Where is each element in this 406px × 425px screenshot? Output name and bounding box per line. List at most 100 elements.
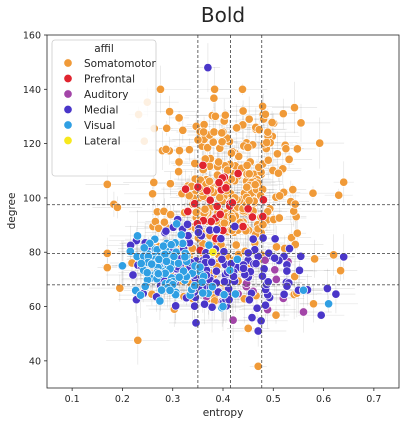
data-point-visual <box>198 288 208 298</box>
data-point-medial <box>270 234 280 244</box>
data-point-visual <box>298 285 309 295</box>
data-point-auditory <box>271 274 281 284</box>
data-point-somatomotor <box>159 217 169 227</box>
y-tick-label: 40 <box>29 356 41 367</box>
data-point-somatomotor <box>308 299 319 309</box>
data-point-somatomotor <box>310 254 320 264</box>
legend-label: Medial <box>84 104 118 116</box>
x-tick-label: 0.5 <box>266 394 281 405</box>
data-point-medial <box>294 265 305 275</box>
data-point-medial <box>248 234 258 244</box>
legend-marker <box>63 73 73 84</box>
data-point-somatomotor <box>174 146 185 156</box>
data-point-prefrontal <box>243 204 253 214</box>
data-point-visual <box>172 219 182 229</box>
data-point-visual <box>155 296 165 306</box>
x-tick-label: 0.3 <box>165 394 180 405</box>
data-point-prefrontal <box>198 160 208 170</box>
data-point-somatomotor <box>275 191 285 201</box>
data-point-visual <box>230 289 241 299</box>
data-point-medial <box>230 221 240 232</box>
data-point-medial <box>296 251 306 261</box>
data-point-visual <box>142 268 152 278</box>
data-point-prefrontal <box>238 222 248 232</box>
legend-marker <box>63 58 73 68</box>
data-point-prefrontal <box>215 209 225 219</box>
data-point-somatomotor <box>244 169 254 179</box>
data-point-prefrontal <box>206 216 216 227</box>
data-point-visual <box>140 281 150 291</box>
data-point-somatomotor <box>184 145 194 155</box>
data-point-medial <box>263 277 273 287</box>
data-point-somatomotor <box>244 114 254 124</box>
data-point-visual <box>132 231 143 241</box>
data-point-somatomotor <box>292 228 302 238</box>
data-point-medial <box>190 301 200 311</box>
reference-lines <box>47 35 399 388</box>
legend: affil Somatomotor Prefrontal Auditory Media… <box>51 39 156 177</box>
x-axis: 0.1 0.2 0.3 0.4 0.5 0.6 0.7 <box>65 388 381 405</box>
data-point-somatomotor <box>102 263 112 273</box>
x-tick-label: 0.2 <box>115 394 130 405</box>
data-point-somatomotor <box>284 154 294 164</box>
data-point-somatomotor <box>329 250 339 260</box>
data-point-medial <box>161 226 171 236</box>
data-point-somatomotor <box>208 137 218 147</box>
data-point-somatomotor <box>271 242 282 252</box>
data-point-visual <box>176 230 186 240</box>
data-point-somatomotor <box>267 117 277 128</box>
data-point-visual <box>158 241 168 251</box>
data-point-visual <box>219 290 229 300</box>
data-point-medial <box>203 63 213 73</box>
data-point-somatomotor <box>278 109 288 119</box>
data-point-somatomotor <box>339 177 349 187</box>
y-axis: 40 60 80 100 120 140 160 <box>23 31 47 367</box>
legend-label: Lateral <box>84 135 121 147</box>
data-point-somatomotor <box>199 127 209 137</box>
data-point-visual <box>225 265 235 275</box>
data-point-somatomotor <box>238 106 248 116</box>
data-point-somatomotor <box>174 113 184 123</box>
data-point-medial <box>339 252 349 262</box>
data-point-visual <box>204 240 214 250</box>
data-point-somatomotor <box>272 149 282 159</box>
data-point-somatomotor <box>149 177 159 188</box>
data-point-somatomotor <box>215 192 225 203</box>
data-point-somatomotor <box>220 110 230 120</box>
data-point-prefrontal <box>181 184 191 194</box>
x-tick-label: 0.6 <box>316 394 331 405</box>
data-point-prefrontal <box>221 183 231 193</box>
legend-label: Visual <box>84 120 115 132</box>
legend-label: Auditory <box>84 89 129 101</box>
data-point-visual <box>147 259 157 269</box>
data-point-somatomotor <box>271 310 281 320</box>
x-axis-label: entropy <box>203 407 244 419</box>
data-point-somatomotor <box>242 182 252 192</box>
data-point-medial <box>216 234 226 244</box>
data-point-somatomotor <box>292 144 302 154</box>
data-point-somatomotor <box>290 271 300 282</box>
data-point-medial <box>256 316 266 326</box>
data-point-medial <box>182 219 193 229</box>
data-point-somatomotor <box>162 123 172 133</box>
data-point-somatomotor <box>210 111 220 121</box>
y-tick-label: 120 <box>23 139 41 150</box>
data-point-visual <box>161 256 172 266</box>
data-point-somatomotor <box>258 220 268 230</box>
data-point-medial <box>251 259 261 269</box>
data-point-somatomotor <box>334 190 344 200</box>
data-point-visual <box>207 282 217 292</box>
data-point-somatomotor <box>227 213 237 224</box>
data-point-medial <box>193 227 203 238</box>
data-point-prefrontal <box>212 201 222 211</box>
data-point-somatomotor <box>289 103 300 113</box>
data-point-medial <box>211 266 221 276</box>
data-point-medial <box>199 299 210 309</box>
data-point-medial <box>243 248 253 258</box>
data-point-visual <box>173 258 183 268</box>
data-point-somatomotor <box>262 137 272 148</box>
data-point-somatomotor <box>290 199 300 209</box>
data-point-prefrontal <box>214 178 224 188</box>
data-point-prefrontal <box>202 186 212 196</box>
data-point-lateral <box>208 247 218 257</box>
